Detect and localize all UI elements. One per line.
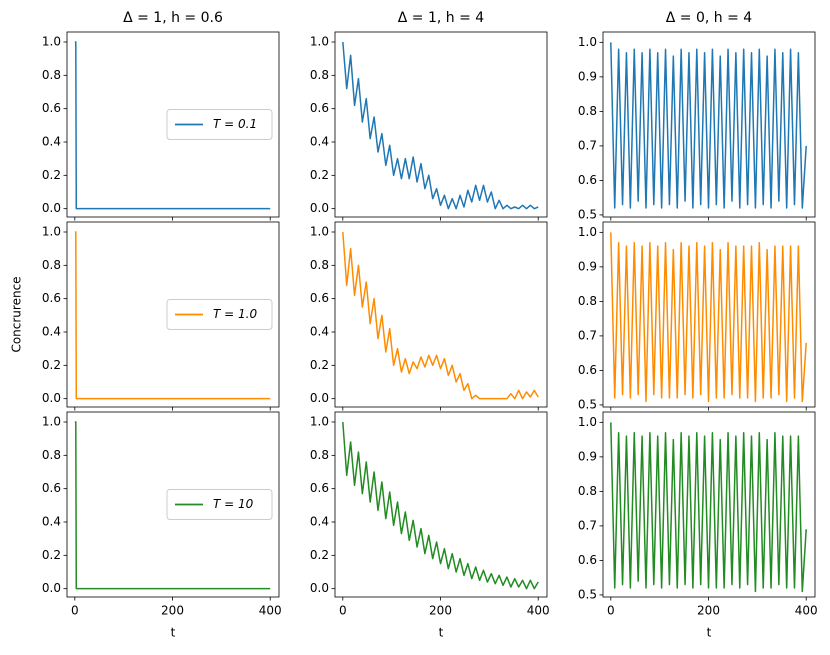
y-tick-label: 0.8 — [42, 258, 61, 272]
y-tick-label: 0.8 — [310, 258, 329, 272]
y-tick-label: 0.5 — [578, 207, 597, 221]
legend-label: T = 1.0 — [213, 307, 257, 321]
y-tick-label: 0.9 — [578, 449, 597, 463]
y-tick-label: 0.4 — [42, 515, 61, 529]
axes-frame — [66, 411, 280, 598]
axes-frame — [602, 221, 816, 408]
subplot-title: Δ = 0, h = 4 — [666, 10, 753, 26]
y-tick-label: 0.2 — [42, 358, 61, 372]
y-tick-label: 0.0 — [310, 581, 329, 595]
series-line — [342, 41, 539, 210]
y-tick-label: 1.0 — [578, 225, 597, 239]
y-tick-label: 0.9 — [578, 69, 597, 83]
x-tick-label: 0 — [339, 604, 347, 618]
y-tick-label: 0.6 — [310, 291, 329, 305]
y-tick-label: 0.0 — [310, 201, 329, 215]
subplot-title: Δ = 1, h = 4 — [398, 10, 485, 26]
y-tick-label: 0.5 — [578, 397, 597, 411]
legend-box — [166, 109, 273, 140]
y-tick-label: 1.0 — [578, 35, 597, 49]
y-tick-label: 0.0 — [42, 391, 61, 405]
series-line — [610, 232, 807, 403]
y-tick-label: 0.0 — [42, 201, 61, 215]
y-tick-label: 0.6 — [578, 553, 597, 567]
y-tick-label: 1.0 — [42, 225, 61, 239]
y-tick-label: 0.8 — [578, 104, 597, 118]
x-tick-label: 0 — [607, 604, 615, 618]
x-tick-label: 200 — [697, 604, 720, 618]
y-tick-label: 0.8 — [578, 294, 597, 308]
y-tick-label: 0.7 — [578, 328, 597, 342]
y-tick-label: 1.0 — [578, 415, 597, 429]
y-tick-label: 0.2 — [310, 548, 329, 562]
y-tick-label: 0.7 — [578, 518, 597, 532]
y-tick-label: 0.4 — [42, 135, 61, 149]
series-line — [74, 41, 271, 210]
series-line — [342, 231, 539, 400]
legend-label: T = 10 — [213, 497, 254, 511]
y-tick-label: 0.7 — [578, 138, 597, 152]
y-tick-label: 1.0 — [42, 35, 61, 49]
axes-frame — [602, 31, 816, 218]
y-tick-label: 0.8 — [42, 448, 61, 462]
y-tick-label: 0.6 — [42, 101, 61, 115]
y-tick-label: 0.0 — [310, 391, 329, 405]
axes-frame — [66, 221, 280, 408]
y-tick-label: 0.2 — [310, 358, 329, 372]
series-line — [74, 421, 271, 590]
y-tick-label: 0.6 — [310, 101, 329, 115]
y-tick-label: 0.6 — [42, 291, 61, 305]
y-tick-label: 0.4 — [310, 325, 329, 339]
y-tick-label: 0.2 — [310, 168, 329, 182]
y-tick-label: 0.9 — [578, 259, 597, 273]
x-axis-label: t — [707, 626, 712, 640]
y-tick-label: 1.0 — [310, 415, 329, 429]
axes-frame — [334, 221, 548, 408]
series-line — [74, 231, 271, 400]
y-tick-label: 0.4 — [310, 135, 329, 149]
y-tick-label: 0.8 — [310, 448, 329, 462]
axes-frame — [602, 411, 816, 598]
y-tick-label: 0.2 — [42, 548, 61, 562]
subplot-title: Δ = 1, h = 0.6 — [123, 10, 223, 26]
x-tick-label: 400 — [259, 604, 282, 618]
y-tick-label: 0.6 — [310, 481, 329, 495]
legend-box — [166, 489, 273, 520]
y-tick-label: 0.5 — [578, 587, 597, 601]
series-line — [342, 421, 539, 590]
series-line — [610, 42, 807, 209]
y-tick-label: 0.6 — [42, 481, 61, 495]
x-axis-label: t — [171, 626, 176, 640]
y-tick-label: 0.8 — [578, 484, 597, 498]
series-line — [610, 422, 807, 593]
y-tick-label: 0.2 — [42, 168, 61, 182]
x-tick-label: 200 — [429, 604, 452, 618]
y-tick-label: 1.0 — [310, 225, 329, 239]
y-axis-label: Concrurence — [10, 276, 24, 352]
legend-label: T = 0.1 — [213, 117, 257, 131]
axes-frame — [334, 31, 548, 218]
y-tick-label: 0.8 — [42, 68, 61, 82]
y-tick-label: 0.6 — [578, 363, 597, 377]
x-axis-label: t — [439, 626, 444, 640]
y-tick-label: 0.8 — [310, 68, 329, 82]
axes-frame — [66, 31, 280, 218]
y-tick-label: 1.0 — [42, 415, 61, 429]
y-tick-label: 1.0 — [310, 35, 329, 49]
axes-frame — [334, 411, 548, 598]
y-tick-label: 0.0 — [42, 581, 61, 595]
legend-box — [166, 299, 273, 330]
x-tick-label: 200 — [161, 604, 184, 618]
y-tick-label: 0.6 — [578, 173, 597, 187]
y-tick-label: 0.4 — [310, 515, 329, 529]
y-tick-label: 0.4 — [42, 325, 61, 339]
x-tick-label: 0 — [71, 604, 79, 618]
x-tick-label: 400 — [527, 604, 550, 618]
x-tick-label: 400 — [795, 604, 818, 618]
